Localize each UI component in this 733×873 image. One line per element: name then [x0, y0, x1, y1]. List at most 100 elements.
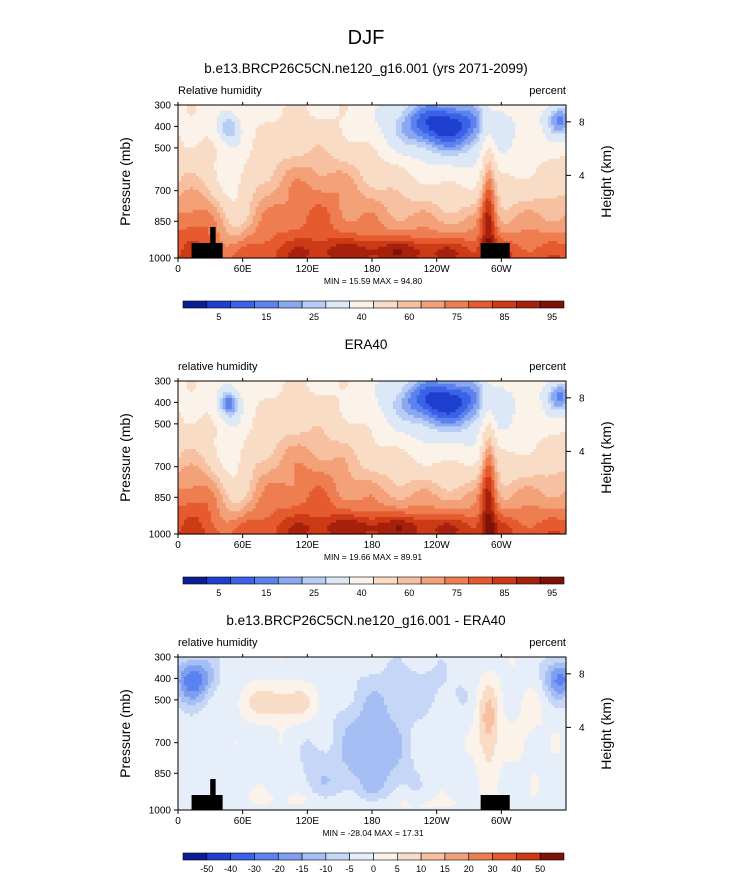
heatmap-cell: [383, 209, 388, 214]
heatmap-cell: [392, 181, 397, 185]
heatmap-cell: [518, 161, 522, 166]
heatmap-cell: [297, 130, 301, 134]
heatmap-cell: [267, 207, 272, 211]
heatmap-cell: [192, 127, 197, 132]
heatmap-cell: [521, 116, 525, 120]
heatmap-cell: [431, 173, 436, 177]
heatmap-cell: [297, 150, 301, 154]
heatmap-cell: [509, 190, 513, 194]
heatmap-cell: [452, 161, 457, 166]
heatmap-cell: [449, 153, 454, 157]
heatmap-cell: [374, 150, 379, 154]
heatmap-cell: [521, 150, 525, 154]
heatmap-cell: [503, 175, 507, 180]
heatmap-cell: [509, 124, 513, 129]
heatmap-cell: [386, 130, 391, 134]
heatmap-cell: [521, 181, 525, 185]
heatmap-cell: [342, 136, 346, 140]
heatmap-cell: [225, 139, 230, 143]
heatmap-cell: [506, 184, 510, 188]
heatmap-cell: [539, 201, 543, 205]
heatmap-cell: [482, 204, 487, 208]
heatmap-cell: [386, 156, 391, 160]
heatmap-cell: [330, 110, 334, 115]
heatmap-cell: [464, 127, 469, 132]
heatmap-cell: [503, 207, 507, 211]
heatmap-cell: [386, 113, 391, 117]
heatmap-cell: [383, 156, 388, 160]
heatmap-cell: [195, 147, 200, 151]
heatmap-cell: [198, 170, 203, 174]
heatmap-cell: [246, 119, 251, 123]
heatmap-cell: [216, 192, 221, 197]
heatmap-cell: [404, 198, 409, 202]
heatmap-cell: [333, 207, 337, 211]
heatmap-cell: [321, 144, 325, 149]
heatmap-cell: [479, 141, 484, 146]
heatmap-cell: [482, 105, 487, 109]
heatmap-cell: [339, 107, 343, 112]
heatmap-cell: [431, 116, 436, 120]
heatmap-cell: [512, 127, 516, 132]
heatmap-cell: [497, 124, 501, 129]
heatmap-cell: [243, 178, 248, 183]
heatmap-cell: [389, 124, 394, 129]
heatmap-cell: [261, 105, 266, 109]
heatmap-cell: [237, 187, 242, 191]
heatmap-cell: [488, 139, 492, 143]
heatmap-cell: [255, 209, 260, 214]
heatmap-cell: [431, 164, 436, 168]
heatmap-cell: [497, 190, 501, 194]
heatmap-cell: [548, 116, 552, 120]
heatmap-cell: [201, 156, 206, 160]
heatmap-cell: [446, 192, 451, 197]
heatmap-cell: [443, 187, 448, 191]
heatmap-cell: [464, 107, 469, 112]
heatmap-cell: [455, 181, 460, 185]
heatmap-cell: [333, 113, 337, 117]
heatmap-cell: [503, 127, 507, 132]
heatmap-cell: [491, 184, 495, 188]
heatmap-cell: [261, 181, 266, 185]
heatmap-cell: [276, 184, 281, 188]
heatmap-cell: [189, 105, 194, 109]
heatmap-cell: [482, 127, 487, 132]
heatmap-cell: [428, 181, 433, 185]
heatmap-cell: [416, 124, 421, 129]
heatmap-cell: [392, 173, 397, 177]
heatmap-cell: [192, 105, 197, 109]
heatmap-cell: [410, 116, 415, 120]
heatmap-cell: [407, 144, 412, 149]
heatmap-cell: [303, 204, 307, 208]
heatmap-cell: [449, 139, 454, 143]
heatmap-cell: [219, 170, 224, 174]
heatmap-cell: [246, 207, 251, 211]
heatmap-cell: [491, 139, 495, 143]
heatmap-cell: [258, 116, 263, 120]
heatmap-cell: [318, 156, 322, 160]
heatmap-cell: [419, 170, 424, 174]
heatmap-cell: [386, 161, 391, 166]
heatmap-cell: [219, 192, 224, 197]
heatmap-cell: [431, 184, 436, 188]
heatmap-cell: [512, 187, 516, 191]
heatmap-cell: [533, 198, 537, 202]
heatmap-cell: [407, 187, 412, 191]
heatmap-cell: [357, 190, 361, 194]
heatmap-cell: [201, 107, 206, 112]
heatmap-cell: [518, 144, 522, 149]
heatmap-cell: [222, 147, 227, 151]
heatmap-cell: [330, 122, 334, 126]
heatmap-cell: [255, 107, 260, 112]
heatmap-cell: [551, 170, 555, 174]
heatmap-cell: [476, 178, 481, 183]
heatmap-cell: [219, 187, 224, 191]
heatmap-cell: [342, 116, 346, 120]
heatmap-cell: [458, 207, 463, 211]
heatmap-cell: [285, 144, 290, 149]
heatmap-cell: [333, 204, 337, 208]
heatmap-cell: [216, 198, 221, 202]
heatmap-cell: [207, 158, 212, 163]
heatmap-cell: [386, 164, 391, 168]
heatmap-cell: [476, 144, 481, 149]
